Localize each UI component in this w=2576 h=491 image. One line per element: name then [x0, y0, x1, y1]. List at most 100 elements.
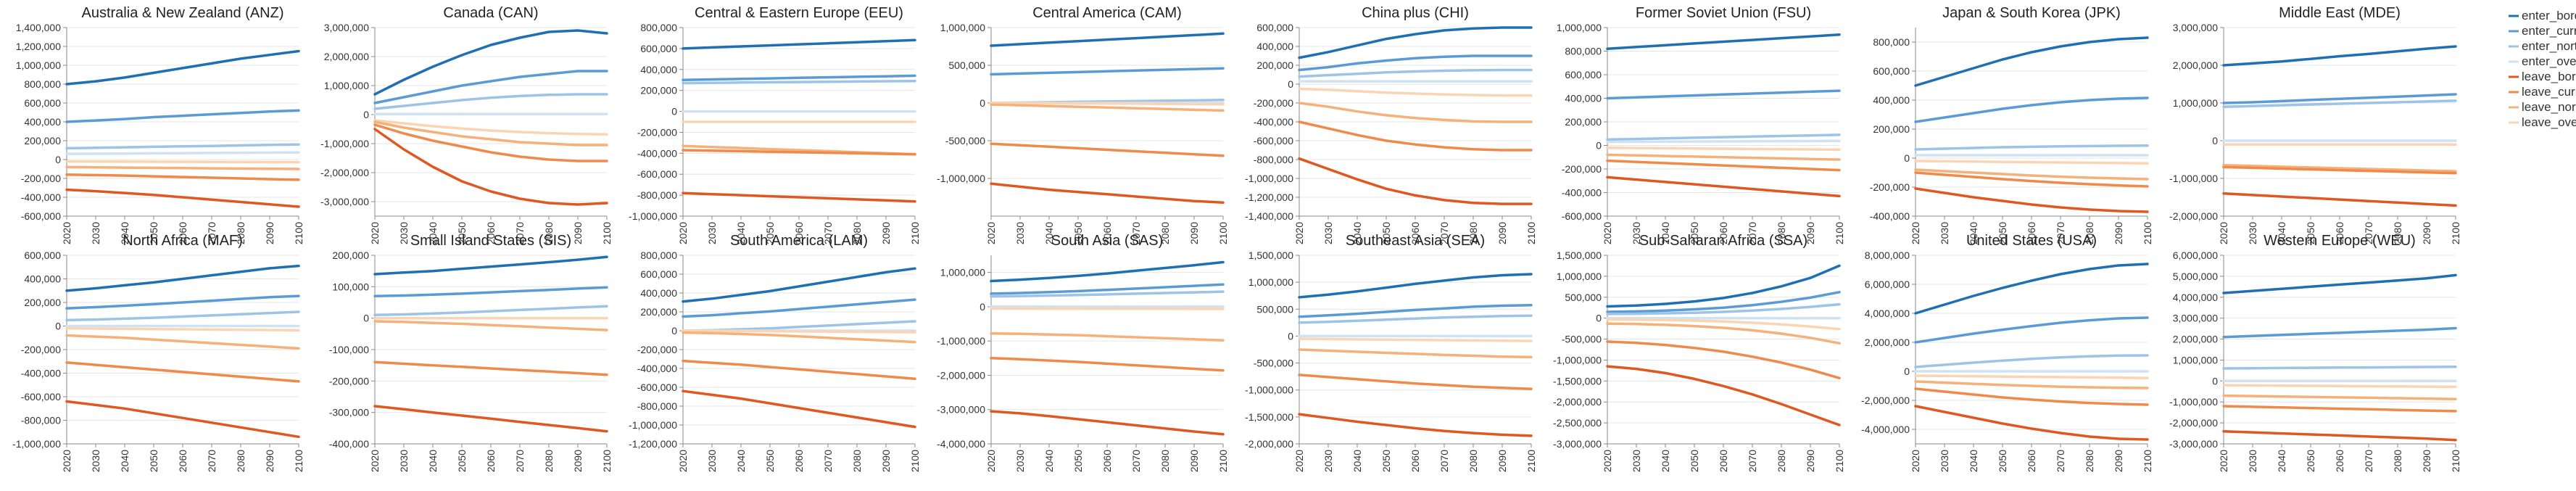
panel-title: Southeast Asia (SEA)	[1346, 233, 1485, 249]
y-tick-label: 500,000	[1256, 303, 1293, 315]
y-tick-label: 600,000	[640, 268, 677, 280]
y-tick-label: -200,000	[1870, 181, 1910, 193]
series-line-enter_currentborders	[1914, 96, 2149, 123]
series-line-leave_bordersmoreopen	[373, 405, 608, 433]
series-line-leave_northsouthclosed	[373, 320, 608, 331]
y-tick-label: -200,000	[21, 344, 61, 355]
series-line-leave_currentborders	[990, 142, 1225, 157]
x-tick-label: 2100	[1525, 450, 1537, 472]
x-tick-label: 2030	[706, 450, 718, 472]
x-tick-label: 2040	[1968, 222, 1979, 244]
y-tick-label: 800,000	[640, 249, 677, 261]
x-tick-label: 2030	[1014, 450, 1026, 472]
y-tick-label: -400,000	[1562, 187, 1602, 199]
x-tick-label: 2100	[293, 222, 305, 244]
x-tick-label: 2090	[1496, 450, 1508, 472]
x-tick-label: 2060	[177, 222, 189, 244]
y-tick-label: 400,000	[24, 116, 61, 128]
y-tick-label: 200,000	[1256, 59, 1293, 71]
x-tick-label: 2090	[1496, 222, 1508, 244]
x-tick-label: 2060	[2026, 222, 2037, 244]
x-tick-label: 2090	[2113, 222, 2124, 244]
series-line-enter_bordersmoreopen	[1606, 264, 1841, 308]
x-tick-label: 2070	[2055, 450, 2066, 472]
series-line-enter_bordersmoreopen	[2222, 273, 2457, 294]
y-tick-label: -1,000,000	[629, 419, 677, 431]
y-tick-label: 0	[1596, 313, 1602, 324]
x-tick-label: 2030	[2247, 450, 2258, 472]
y-tick-label: -100,000	[329, 344, 369, 355]
panel-title: Australia & New Zealand (ANZ)	[82, 5, 284, 21]
y-tick-label: 600,000	[640, 43, 677, 54]
series-line-enter_currentborders	[1606, 291, 1841, 313]
series-line-leave_bordersmoreopen	[2222, 429, 2457, 442]
series-line-leave_bordersmoreopen	[990, 182, 1225, 205]
chart-panel-7: Japan & South Korea (JPK) -400,000 -200,00…	[1870, 5, 2153, 244]
panel-title: Western Europe (WEU)	[2264, 233, 2416, 249]
series-line-enter_northsouthclosed	[65, 310, 300, 322]
x-tick-label: 2030	[1939, 222, 1950, 244]
x-tick-label: 2060	[1718, 450, 1729, 472]
y-tick-label: -200,000	[329, 375, 369, 387]
y-tick-label: 800,000	[1873, 36, 1910, 48]
panel-title: South America (LAM)	[730, 233, 868, 249]
series-line-enter_currentborders	[682, 298, 916, 318]
series-line-leave_northsouthclosed	[990, 332, 1225, 342]
y-tick-label: 3,000,000	[324, 22, 369, 33]
series-line-enter_northsouthclosed	[1298, 68, 1533, 78]
series-line-leave_bordersmoreopen	[1914, 187, 2149, 213]
x-tick-label: 2020	[61, 450, 73, 472]
series-line-enter_currentborders	[990, 67, 1225, 76]
series-line-enter_northsouthclosed	[1606, 302, 1841, 315]
panel-title: Central & Eastern Europe (EEU)	[695, 5, 903, 21]
y-tick-label: -600,000	[1254, 135, 1293, 147]
y-tick-label: -2,000,000	[2169, 417, 2218, 429]
series-line-leave_overallclosed	[1298, 87, 1533, 97]
series-line-enter_currentborders	[2222, 93, 2457, 104]
series-line-leave_northsouthclosed	[1914, 168, 2149, 181]
x-tick-label: 2050	[1380, 450, 1392, 472]
y-tick-label: 1,000,000	[2173, 97, 2218, 109]
x-tick-label: 2060	[793, 222, 805, 244]
x-tick-label: 2070	[514, 222, 526, 244]
x-tick-label: 2040	[1968, 450, 1979, 472]
series-line-leave_overallclosed	[2222, 384, 2457, 389]
y-tick-label: 400,000	[1256, 41, 1293, 52]
y-tick-label: -1,200,000	[629, 438, 677, 450]
x-tick-label: 2070	[822, 450, 834, 472]
y-tick-label: 1,500,000	[1557, 249, 1602, 261]
series-line-enter_bordersmoreopen	[2222, 45, 2457, 67]
series-line-leave_northsouthclosed	[1298, 102, 1533, 123]
x-tick-label: 2070	[1438, 450, 1450, 472]
y-tick-label: 1,000,000	[324, 80, 369, 91]
x-tick-label: 2060	[1101, 222, 1113, 244]
x-tick-label: 2030	[2247, 222, 2258, 244]
y-tick-label: 6,000,000	[1865, 278, 1910, 290]
x-tick-label: 2070	[206, 450, 218, 472]
x-tick-label: 2020	[985, 450, 997, 472]
y-tick-label: -4,000,000	[1861, 424, 1910, 435]
x-tick-label: 2070	[206, 222, 218, 244]
y-tick-label: -2,000,000	[1553, 396, 1602, 408]
x-tick-label: 2030	[1014, 222, 1026, 244]
x-tick-label: 2070	[2363, 450, 2374, 472]
x-tick-label: 2060	[1101, 450, 1113, 472]
chart-panel-14: Sub-Saharan Africa (SSA) -3,000,000 -2,500…	[1553, 233, 1845, 472]
y-tick-label: 2,000,000	[1865, 337, 1910, 348]
x-tick-label: 2080	[2084, 222, 2095, 244]
y-tick-label: -1,000,000	[1245, 173, 1293, 184]
series-line-leave_northsouthclosed	[1914, 380, 2149, 389]
x-tick-label: 2020	[1910, 450, 1921, 472]
x-tick-label: 2050	[1689, 450, 1700, 472]
x-tick-label: 2020	[1602, 450, 1613, 472]
y-tick-label: 3,000,000	[2173, 313, 2218, 324]
chart-panel-3: Central & Eastern Europe (EEU) -1,000,000…	[629, 5, 921, 244]
x-tick-label: 2100	[601, 450, 613, 472]
series-line-enter_currentborders	[65, 109, 300, 123]
x-tick-label: 2050	[148, 222, 160, 244]
series-line-leave_northsouthclosed	[990, 103, 1225, 112]
series-line-leave_currentborders	[990, 357, 1225, 372]
x-tick-label: 2040	[735, 222, 747, 244]
series-line-leave_overallclosed	[990, 307, 1225, 310]
